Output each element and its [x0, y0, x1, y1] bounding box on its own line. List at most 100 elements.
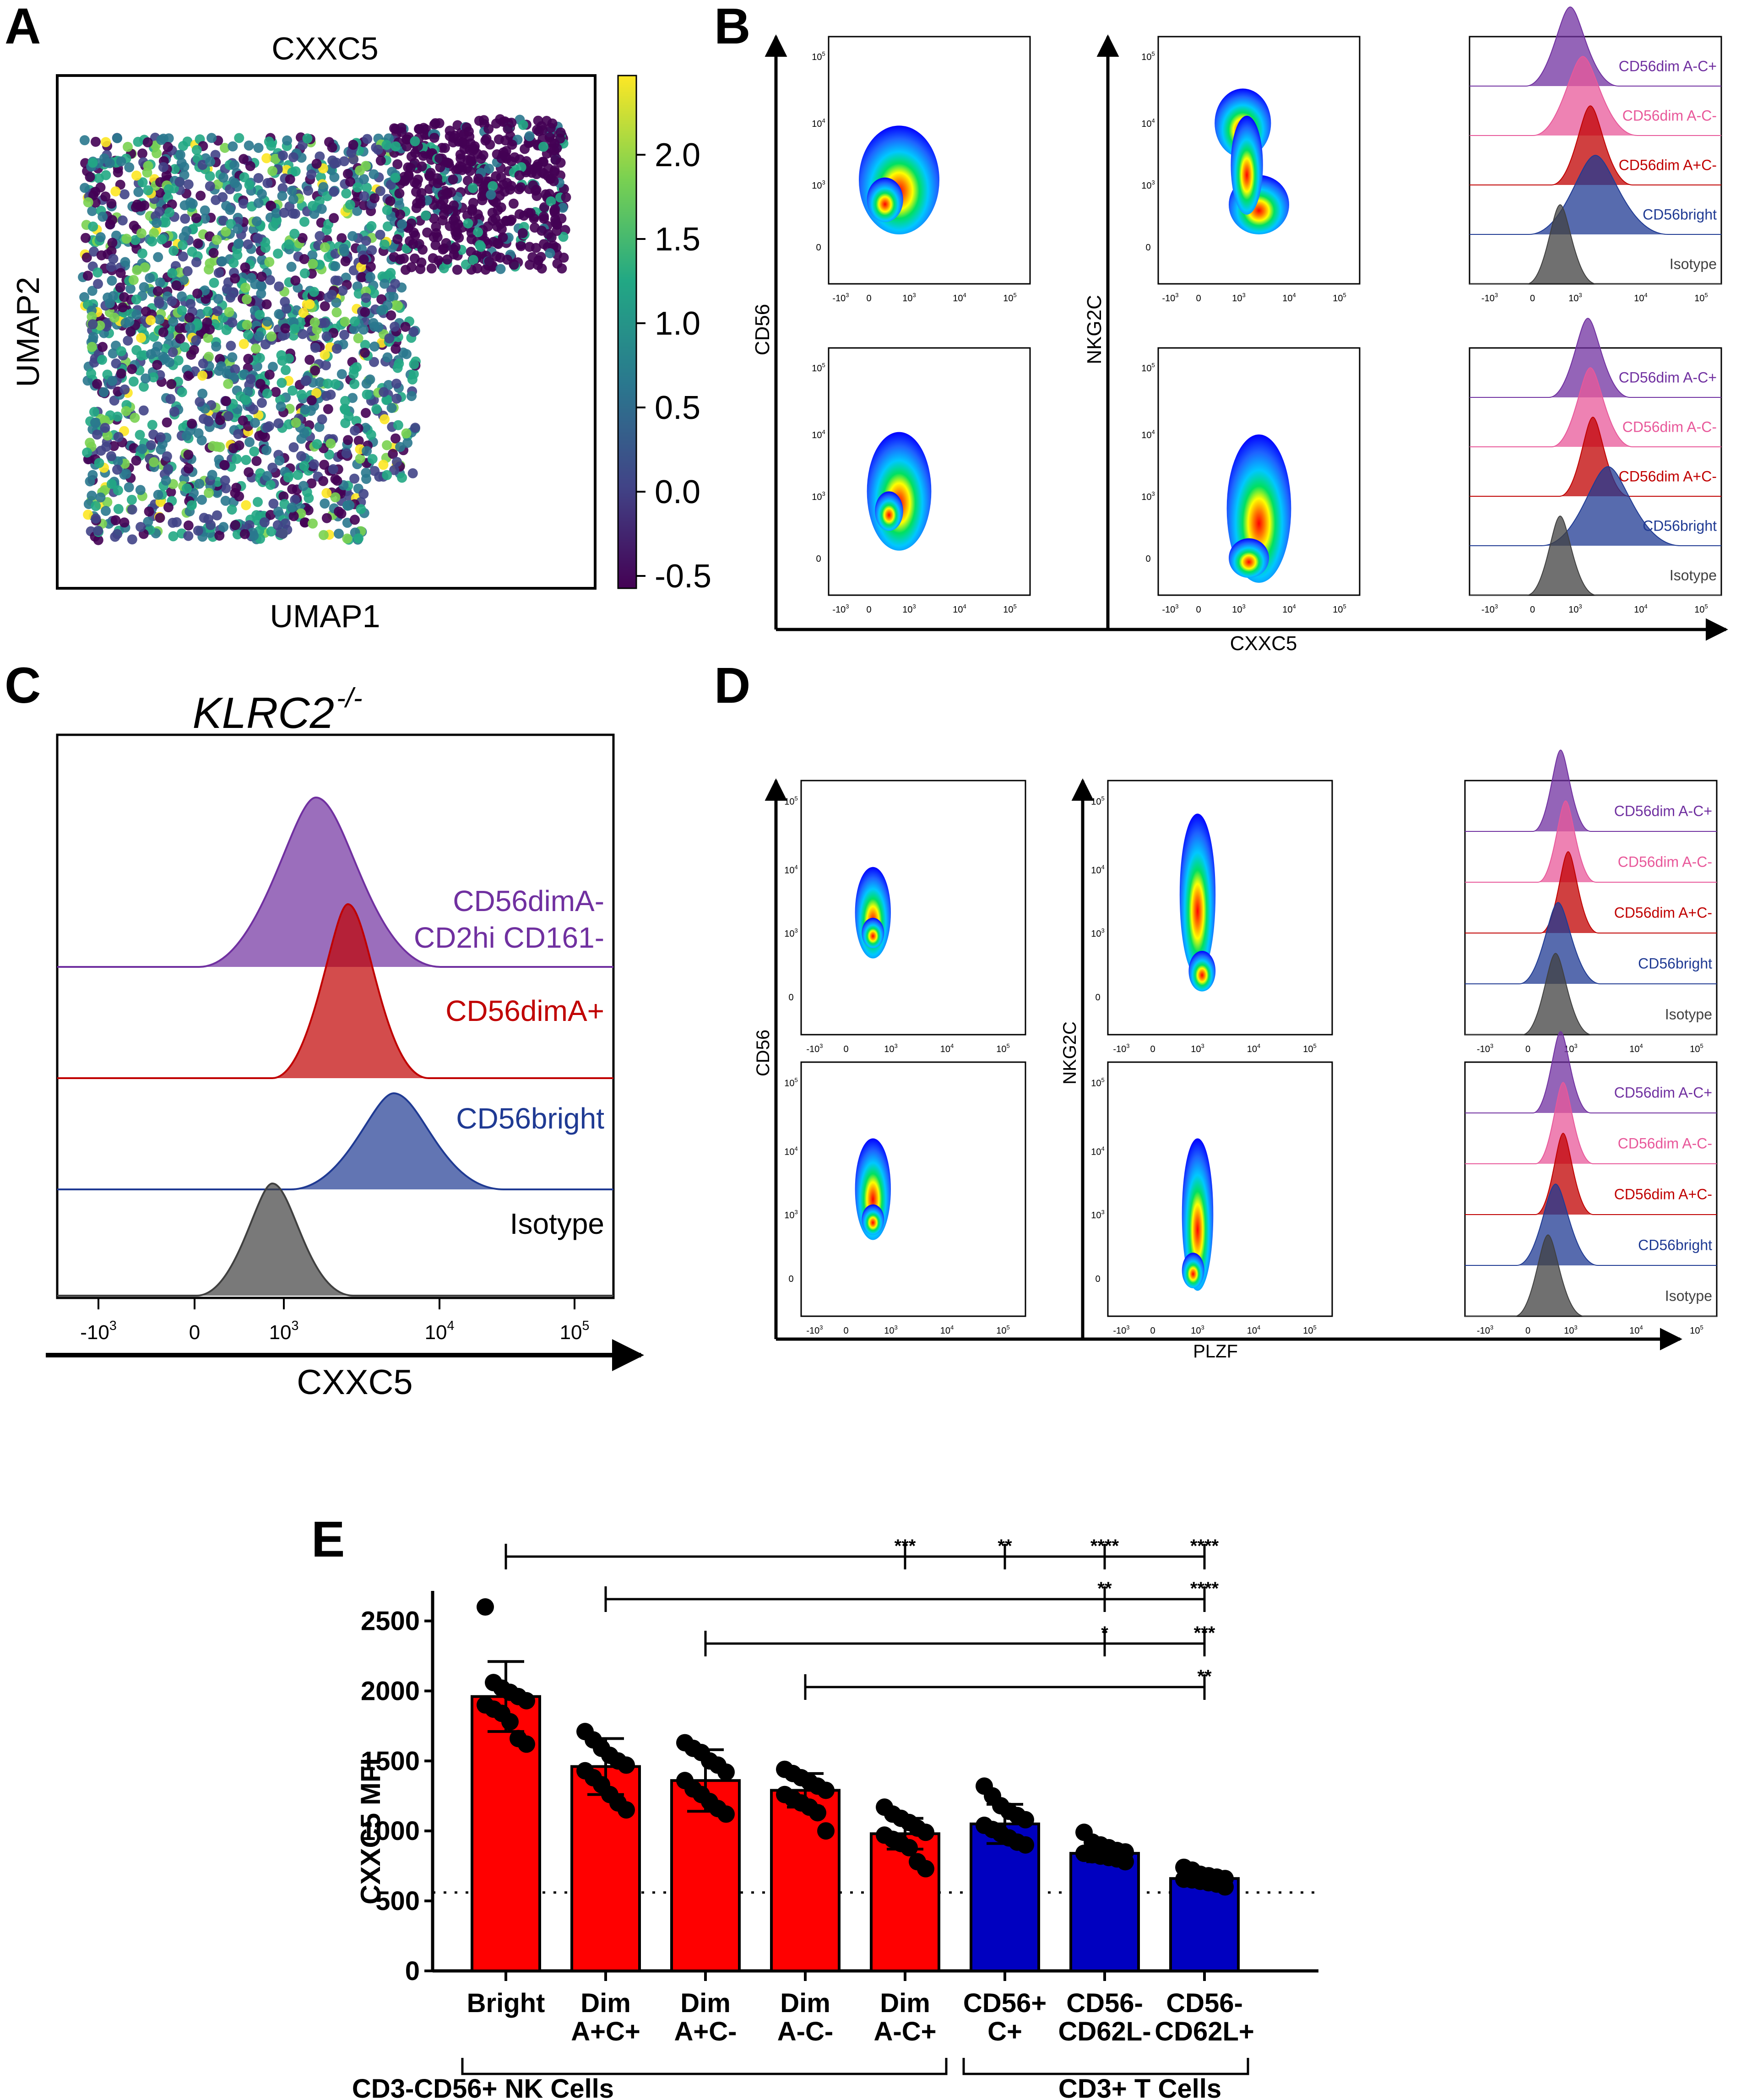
- umap-point: [506, 118, 516, 128]
- umap-point: [366, 430, 376, 440]
- umap-point: [392, 394, 402, 404]
- umap-point: [158, 162, 168, 172]
- umap-point: [350, 426, 360, 436]
- umap-point: [245, 161, 255, 171]
- umap-point: [223, 379, 233, 389]
- umap-point: [239, 172, 249, 182]
- umap-point: [391, 379, 401, 389]
- d-bot-histstack: CD56dim A-C+CD56dim A-C-CD56dim A+C-CD56…: [1465, 1031, 1717, 1336]
- umap-point: [320, 350, 330, 360]
- b-ylabel-nkg2c: NKG2C: [1083, 295, 1106, 364]
- d-nkg2c-top-density-blob: [1180, 814, 1215, 976]
- umap-point: [214, 268, 224, 278]
- b-cd56-top-y-tick: 103: [812, 179, 825, 191]
- umap-point: [184, 463, 194, 473]
- umap-point: [187, 500, 197, 510]
- umap-point: [228, 288, 239, 298]
- c-tick-label: 103: [269, 1319, 299, 1344]
- umap-point: [333, 276, 343, 286]
- umap-point: [257, 398, 267, 408]
- e-category-label: CD56-: [1066, 1988, 1143, 2018]
- umap-point: [231, 483, 241, 493]
- umap-point: [140, 262, 150, 272]
- umap-point: [221, 201, 231, 211]
- umap-point: [184, 521, 194, 531]
- umap-point: [525, 242, 535, 252]
- panel-letter-a: A: [5, 0, 41, 54]
- umap-point: [559, 253, 569, 263]
- umap-point: [239, 339, 249, 349]
- umap-point: [260, 517, 270, 527]
- umap-point: [317, 414, 327, 424]
- umap-point: [242, 294, 252, 304]
- umap-point: [525, 131, 535, 141]
- umap-point: [141, 374, 151, 384]
- umap-point: [495, 191, 505, 201]
- umap-point: [405, 236, 415, 246]
- umap-point: [331, 307, 342, 317]
- umap-point: [273, 520, 283, 530]
- umap-point: [391, 344, 401, 354]
- umap-point: [307, 395, 317, 405]
- umap-point: [299, 217, 309, 227]
- umap-point: [395, 442, 405, 452]
- d-cd56-bot-x-tick: 104: [940, 1324, 954, 1336]
- umap-point: [234, 440, 244, 450]
- umap-point: [296, 451, 306, 461]
- umap-point: [353, 183, 363, 193]
- umap-point: [516, 241, 526, 251]
- umap-point: [362, 379, 372, 389]
- d-ylabel-nkg2c: NKG2C: [1060, 1021, 1080, 1085]
- umap-point: [305, 299, 315, 309]
- d-cd56-top-density-blob: [862, 918, 884, 949]
- e-sig-stars: **: [1097, 1579, 1112, 1599]
- b-bot-histstack: CD56dim A-C+CD56dim A-C-CD56dim A+C-CD56…: [1470, 318, 1721, 615]
- umap-point: [358, 489, 369, 499]
- e-category-label: C+: [987, 2017, 1022, 2046]
- umap-point: [409, 359, 419, 369]
- umap-point: [550, 155, 560, 165]
- umap-point: [255, 310, 265, 320]
- b-top-hist-x-tick: 105: [1694, 292, 1708, 304]
- umap-point: [177, 387, 187, 397]
- umap-point: [208, 441, 218, 451]
- umap-point: [310, 317, 320, 327]
- umap-point: [299, 461, 309, 471]
- umap-point: [382, 440, 392, 450]
- umap-point: [308, 259, 318, 269]
- umap-point: [230, 520, 240, 530]
- b-top-hist-label: Isotype: [1670, 256, 1717, 272]
- umap-point: [136, 485, 146, 495]
- umap-point: [193, 239, 203, 249]
- umap-point: [137, 249, 147, 259]
- umap-point: [254, 143, 264, 153]
- d-cd56-bot-y-tick: 104: [784, 1145, 797, 1157]
- umap-point: [153, 286, 163, 296]
- umap-point: [136, 333, 146, 343]
- e-category-label: CD56-: [1166, 1988, 1243, 2018]
- umap-point: [298, 481, 309, 491]
- umap-point: [531, 186, 541, 196]
- umap-point: [331, 492, 341, 502]
- umap-point: [130, 413, 140, 423]
- umap-point: [350, 316, 360, 326]
- umap-point: [479, 115, 489, 125]
- umap-point: [445, 125, 455, 136]
- e-data-point: [917, 1823, 934, 1841]
- umap-point: [267, 166, 277, 176]
- b-bot-hist-label: CD56dim A-C+: [1619, 369, 1717, 386]
- umap-point: [91, 501, 101, 511]
- umap-point: [82, 448, 92, 458]
- umap-point: [450, 221, 460, 231]
- e-bar: [771, 1791, 839, 1971]
- b-nkg2c-top-x-tick: 105: [1333, 292, 1346, 304]
- umap-point: [143, 137, 153, 147]
- umap-point: [240, 529, 250, 539]
- umap-point: [277, 350, 287, 360]
- colorbar: [618, 76, 636, 588]
- umap-point: [157, 234, 167, 244]
- umap-point: [260, 243, 271, 253]
- d-nkg2c-bot-density-blob: [1182, 1253, 1204, 1288]
- umap-point: [147, 237, 157, 247]
- umap-point: [440, 203, 450, 213]
